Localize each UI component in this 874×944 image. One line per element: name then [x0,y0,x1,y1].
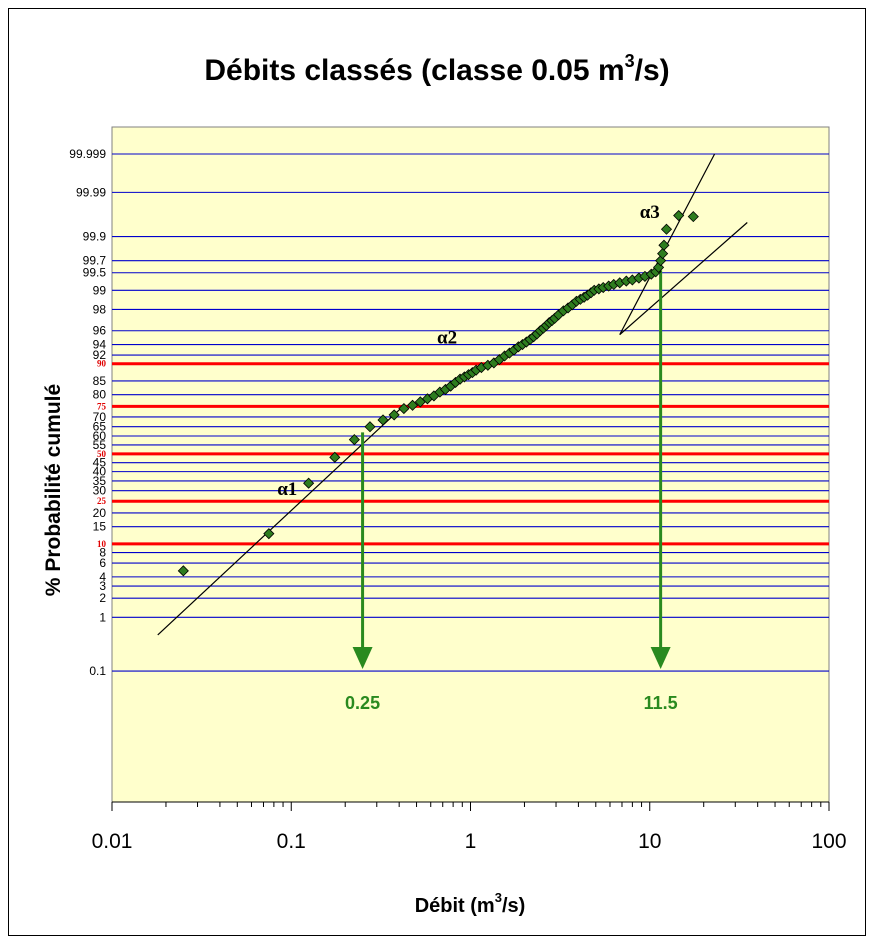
y-tick-label: 6 [99,556,106,570]
y-tick-label: 99.999 [69,147,106,161]
y-tick-label: 25 [97,496,107,506]
y-tick-label: 60 [93,429,107,443]
arrow-label: 0.25 [345,693,380,713]
y-tick-label: 2 [99,591,106,605]
y-tick-label: 99 [93,283,107,297]
chart-title: Débits classés (classe 0.05 m3/s) [204,51,669,87]
data-point [329,451,341,463]
x-tick-label: 10 [638,830,661,853]
data-point [377,414,389,426]
x-axis-label: Débit (m3/s) [415,890,526,917]
data-point [398,403,410,415]
y-tick-label: 0.1 [89,664,106,678]
x-tick-label: 100 [811,830,846,853]
y-tick-labels: 99.99999.9999.999.799.599989694929085807… [69,147,106,678]
y-tick-label: 92 [93,348,107,362]
y-tick-label: 80 [93,388,107,402]
y-tick-label: 90 [97,359,107,369]
y-tick-label: 96 [93,324,107,338]
y-tick-label: 1 [99,610,106,624]
arrow-label: 11.5 [644,693,678,713]
y-tick-label: 98 [93,302,107,316]
data-point [673,209,685,222]
y-tick-label: 50 [97,449,107,459]
trend-line [619,222,748,336]
y-tick-label: 55 [93,438,107,452]
y-tick-label: 99.9 [83,230,107,244]
alpha-label: α3 [640,202,660,223]
y-tick-label: 99.99 [76,185,106,199]
y-tick-label: 3 [99,579,106,593]
y-tick-label: 75 [97,401,107,411]
y-tick-label: 85 [93,374,107,388]
alpha-annotations: α1 α2 α3 [277,202,660,500]
y-axis-label: % Probabilité cumulé [42,384,65,596]
reading-arrows: 0.25 11.5 [345,270,678,713]
x-tick-label: 1 [465,830,477,853]
data-point [388,409,400,421]
y-tick-label: 40 [93,465,107,479]
data-point [658,239,670,251]
data-point [364,421,376,433]
y-tick-label: 70 [93,410,107,424]
y-tick-label: 8 [99,546,106,560]
y-tick-label: 30 [93,484,107,498]
y-tick-label: 20 [93,506,107,520]
data-point [303,477,315,489]
arrow-head [352,647,373,670]
arrow-head [650,647,671,670]
y-tick-label: 99.7 [83,254,107,268]
y-tick-label: 15 [93,520,107,534]
data-point [406,399,419,411]
alpha-label: α1 [277,479,297,500]
y-tick-label: 35 [93,474,107,488]
data-point [177,565,189,577]
y-tick-label: 99.5 [83,266,107,280]
x-tick-label: 0.1 [277,830,306,853]
y-tick-label: 94 [93,338,107,352]
data-point [263,528,275,540]
y-tick-label: 65 [93,420,107,434]
data-point [660,223,673,235]
y-gridlines [112,153,829,672]
x-tick-label: 0.01 [92,830,133,853]
x-tick-labels: 0.01 0.1 1 10 100 [92,830,847,853]
plot-area [111,126,830,803]
data-point [687,211,699,223]
y-tick-label: 4 [99,570,106,584]
data-points [177,209,699,577]
alpha-label: α2 [437,327,457,348]
y-tick-label: 45 [93,456,107,470]
data-point [657,248,669,260]
x-axis [111,801,830,811]
data-point [348,434,360,446]
y-tick-label: 10 [97,539,107,549]
